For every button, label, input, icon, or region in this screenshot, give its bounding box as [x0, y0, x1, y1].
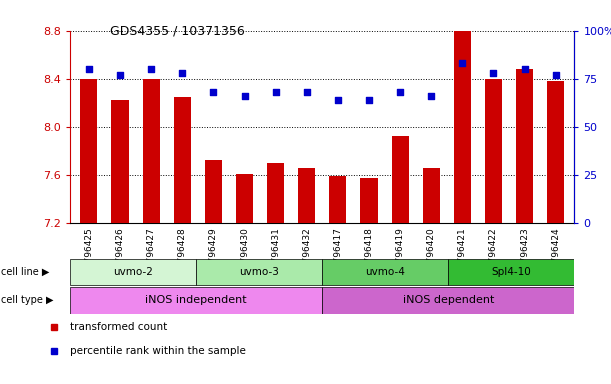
Text: uvmo-4: uvmo-4 [365, 267, 405, 277]
Text: percentile rank within the sample: percentile rank within the sample [70, 346, 246, 356]
Text: GSM796430: GSM796430 [240, 227, 249, 282]
Point [271, 89, 280, 95]
Bar [111, 100, 128, 223]
Text: GSM796427: GSM796427 [147, 227, 156, 282]
Point [395, 89, 405, 95]
Text: GSM796425: GSM796425 [84, 227, 93, 282]
Bar [267, 163, 284, 223]
Point [489, 70, 499, 76]
Bar [70, 287, 323, 314]
Bar [236, 174, 253, 223]
Text: GDS4355 / 10371356: GDS4355 / 10371356 [110, 25, 245, 38]
Text: GSM796423: GSM796423 [520, 227, 529, 282]
Text: iNOS independent: iNOS independent [145, 295, 247, 305]
Text: iNOS dependent: iNOS dependent [403, 295, 494, 305]
Bar [196, 258, 323, 285]
Text: transformed count: transformed count [70, 322, 167, 332]
Text: GSM796417: GSM796417 [334, 227, 342, 282]
Text: Spl4-10: Spl4-10 [491, 267, 531, 277]
Text: uvmo-3: uvmo-3 [240, 267, 279, 277]
Bar [360, 178, 378, 223]
Point [84, 66, 94, 72]
Bar [329, 176, 346, 223]
Point [551, 72, 560, 78]
Bar [547, 81, 564, 223]
Bar [454, 31, 471, 223]
Bar [392, 136, 409, 223]
Text: GSM796424: GSM796424 [551, 227, 560, 282]
Text: GSM796419: GSM796419 [395, 227, 404, 282]
Text: uvmo-2: uvmo-2 [113, 267, 153, 277]
Point [333, 97, 343, 103]
Point [115, 72, 125, 78]
Point [208, 89, 218, 95]
Text: GSM796428: GSM796428 [178, 227, 187, 282]
Point [302, 89, 312, 95]
Text: cell type ▶: cell type ▶ [1, 295, 53, 305]
Bar [448, 258, 574, 285]
Bar [516, 69, 533, 223]
Bar [81, 79, 98, 223]
Point [364, 97, 374, 103]
Point [240, 93, 249, 99]
Point [520, 66, 530, 72]
Text: cell line ▶: cell line ▶ [1, 267, 49, 277]
Text: GSM796422: GSM796422 [489, 227, 498, 282]
Point [426, 93, 436, 99]
Text: GSM796426: GSM796426 [115, 227, 125, 282]
Text: GSM796431: GSM796431 [271, 227, 280, 282]
Point [458, 60, 467, 66]
Point [177, 70, 187, 76]
Bar [485, 79, 502, 223]
Bar [70, 258, 196, 285]
Bar [174, 97, 191, 223]
Text: GSM796432: GSM796432 [302, 227, 311, 282]
Bar [142, 79, 159, 223]
Text: GSM796420: GSM796420 [426, 227, 436, 282]
Bar [205, 161, 222, 223]
Bar [323, 258, 448, 285]
Text: GSM796418: GSM796418 [365, 227, 373, 282]
Bar [298, 167, 315, 223]
Bar [323, 287, 574, 314]
Text: GSM796421: GSM796421 [458, 227, 467, 282]
Text: GSM796429: GSM796429 [209, 227, 218, 282]
Bar [423, 167, 440, 223]
Point [146, 66, 156, 72]
